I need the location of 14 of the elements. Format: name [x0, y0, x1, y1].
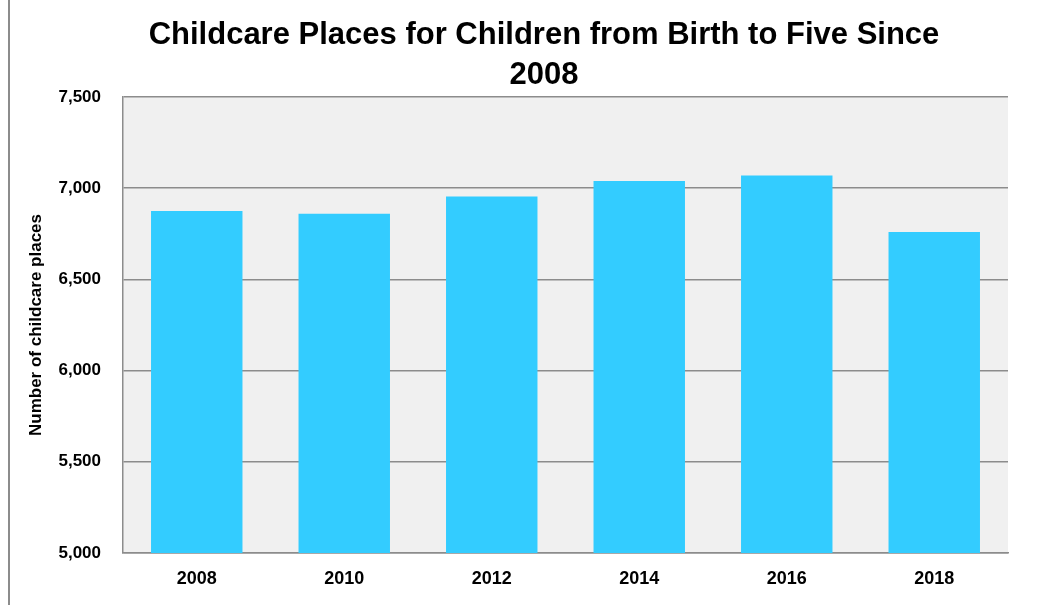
x-tick-label: 2016: [766, 567, 807, 588]
y-tick-label: 5,000: [58, 542, 101, 562]
x-tick-label: 2010: [324, 567, 365, 588]
x-tick-label: 2014: [619, 567, 660, 588]
y-tick-label: 6,500: [58, 269, 101, 289]
y-tick-label: 5,500: [58, 451, 101, 471]
x-tick-label: 2012: [471, 567, 512, 588]
x-tick-label: 2018: [914, 567, 955, 588]
x-tick-label: 2008: [176, 567, 217, 588]
y-axis-title: Number of childcare places: [25, 213, 45, 437]
y-tick-label: 7,500: [58, 86, 101, 106]
chart-title: Childcare Places for Children from Birth to Five Since 2008: [147, 15, 941, 93]
y-tick-label: 6,000: [58, 360, 101, 380]
y-tick-label: 7,000: [58, 177, 101, 197]
